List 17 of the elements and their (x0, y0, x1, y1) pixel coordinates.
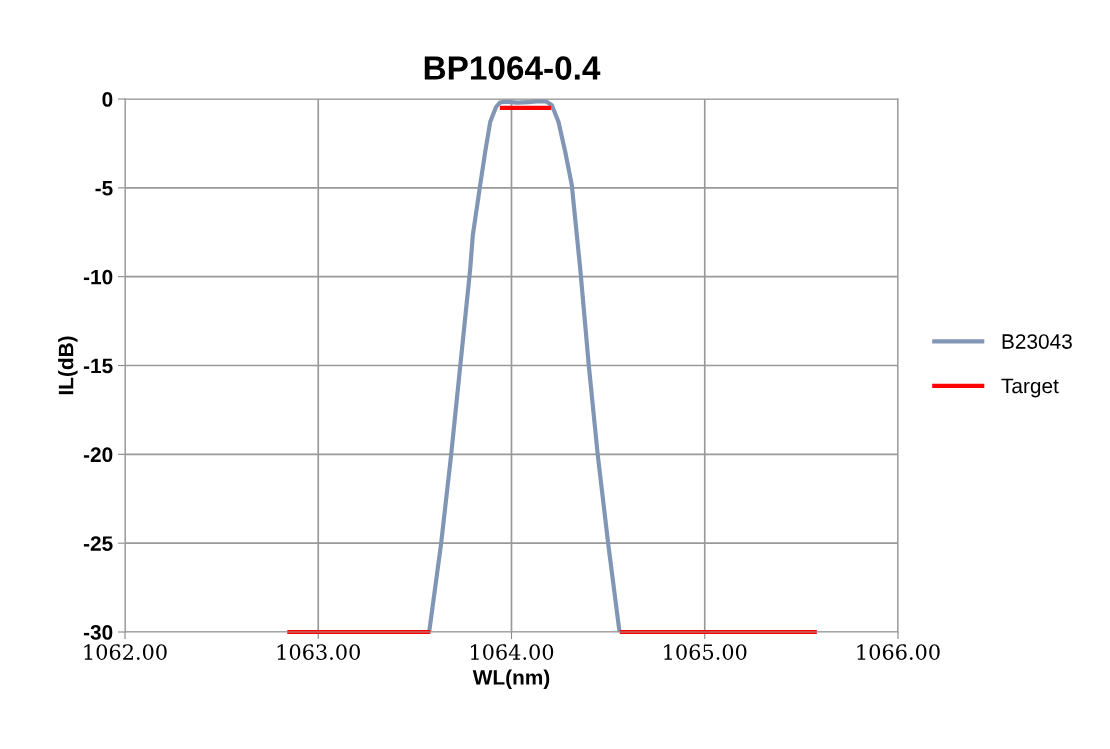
y-tick-label: -10 (83, 269, 113, 285)
y-tick-label: -20 (83, 447, 113, 463)
chart-title: BP1064-0.4 (424, 56, 601, 80)
legend-label: B23043 (1002, 334, 1072, 349)
x-tick-label: 1064.00 (470, 644, 554, 660)
x-tick-label: 1066.00 (857, 644, 940, 660)
y-tick-label: -30 (83, 625, 113, 640)
x-tick-label: 1065.00 (664, 644, 747, 660)
y-tick-label: -5 (95, 181, 113, 196)
y-tick-label: -15 (83, 358, 113, 374)
y-axis-title: IL(dB) (58, 336, 78, 395)
x-axis-title: WL(nm) (472, 669, 550, 689)
x-tick-label: 1063.00 (277, 644, 360, 660)
y-tick-label: 0 (102, 92, 113, 107)
x-tick-label: 1062.00 (84, 644, 167, 660)
y-tick-label: -25 (83, 536, 113, 551)
legend-label: Target (1001, 378, 1059, 398)
